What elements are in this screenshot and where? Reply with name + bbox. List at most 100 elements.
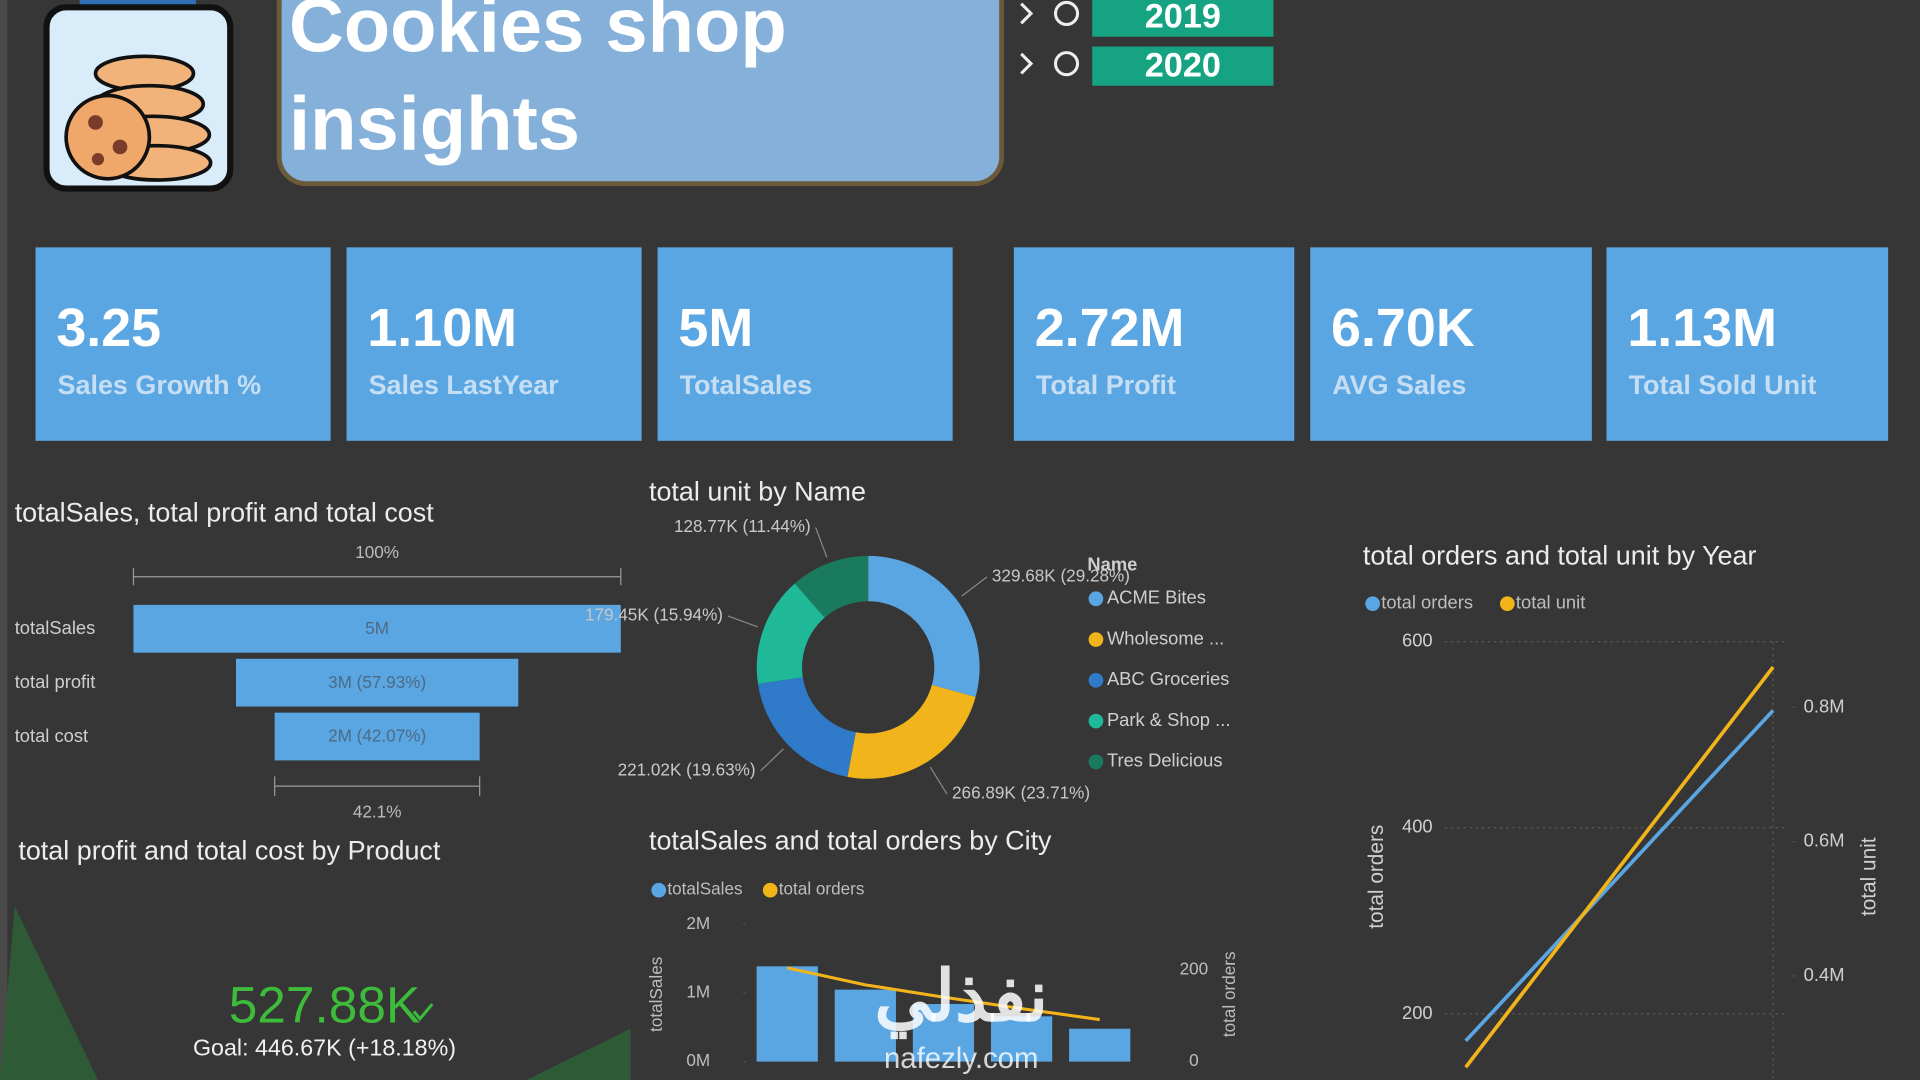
- legend-label: totalSales: [667, 879, 742, 899]
- kpi-value: 2.72M: [1035, 298, 1185, 358]
- kpi-card: [1606, 247, 1889, 441]
- card-goal: Goal: 446.67K (+18.18%): [193, 1035, 456, 1061]
- y2-tick-label: 200: [1180, 959, 1209, 979]
- legend-marker: [1500, 596, 1515, 612]
- bar: [834, 989, 896, 1062]
- category-label: total profit: [15, 671, 96, 692]
- legend-label: total orders: [779, 879, 865, 899]
- kpi-label: Total Sold Unit: [1629, 370, 1817, 400]
- legend-label: total orders: [1381, 592, 1473, 613]
- donut-slice: [794, 555, 869, 618]
- logo: [43, 0, 234, 192]
- kpi-value: 3.25: [56, 298, 161, 358]
- y-tick-label: 2M: [686, 913, 710, 933]
- legend-marker: [1088, 591, 1104, 607]
- kpi-label: Sales LastYear: [369, 370, 560, 400]
- annotation: 100%: [355, 542, 399, 562]
- legend-label: ACME Bites: [1107, 587, 1206, 608]
- value-label: 3M (57.93%): [328, 672, 426, 692]
- bar: [990, 1016, 1053, 1062]
- legend-label: Park & Shop ...: [1107, 709, 1230, 730]
- leader-line: [760, 748, 784, 772]
- kpi-label: Total Profit: [1036, 370, 1176, 400]
- title-container: Cookies shop insights: [288, 0, 787, 167]
- y2-axis-title: total unit: [1857, 837, 1880, 916]
- y2-tick-label: 0.6M: [1804, 830, 1845, 851]
- kpi-value: 5M: [678, 298, 753, 358]
- value-label: 5M: [365, 618, 389, 638]
- slicer-item[interactable]: [1092, 0, 1274, 37]
- value-label: 128.77K (11.44%): [674, 516, 811, 536]
- donut-slice: [847, 684, 976, 779]
- donut-slice: [868, 555, 980, 697]
- value-label: 221.02K (19.63%): [618, 759, 756, 779]
- leader-line: [815, 527, 828, 558]
- dashboard-title: Cookies shop insights: [288, 0, 787, 167]
- bar: [912, 1004, 975, 1062]
- slicer-item[interactable]: [1092, 46, 1274, 86]
- legend-label: total unit: [1516, 592, 1585, 613]
- y-axis-title: totalSales: [646, 957, 666, 1032]
- chart-title: totalSales, total profit and total cost: [15, 497, 435, 527]
- kpi-label: TotalSales: [680, 370, 813, 400]
- value-label: 266.89K (23.71%): [952, 783, 1090, 803]
- leader-line: [929, 766, 948, 795]
- y-tick-label: 1M: [686, 982, 710, 1002]
- series-line: [786, 966, 1100, 1022]
- legend-marker: [1088, 672, 1104, 688]
- y2-tick-label: 0: [1189, 1050, 1199, 1070]
- y2-tick-label: 0.4M: [1804, 964, 1845, 985]
- kpi-card: [1310, 247, 1592, 441]
- donut-slice: [756, 583, 825, 684]
- chart-title: total unit by Name: [649, 477, 866, 507]
- leader-line: [961, 576, 988, 597]
- kpi-value: 6.70K: [1331, 298, 1475, 358]
- funnel-bar: [133, 604, 621, 653]
- bracket: [132, 568, 622, 586]
- kpi-value: 1.13M: [1627, 298, 1777, 358]
- legend-marker: [1088, 713, 1104, 729]
- funnel-bar: [235, 658, 519, 707]
- kpi-card: [346, 247, 642, 441]
- bar: [756, 966, 818, 1062]
- y-tick-label: 0M: [686, 1050, 710, 1070]
- chart-title: totalSales and total orders by City: [649, 826, 1052, 856]
- y-tick-label: 600: [1402, 629, 1433, 650]
- kpi-card: [1013, 247, 1295, 441]
- kpi-value: 1.10M: [367, 298, 517, 358]
- legend-label: ABC Groceries: [1107, 668, 1229, 689]
- legend-title: Name: [1087, 554, 1137, 575]
- y-axis-title: total orders: [1365, 825, 1388, 929]
- watermark: nafezly.com: [884, 1042, 1039, 1075]
- kpi-card: [35, 247, 331, 441]
- series-line: [1464, 666, 1775, 1069]
- donut-slice: [757, 677, 856, 777]
- title-box: [276, 0, 1005, 187]
- y-tick-label: 400: [1402, 816, 1433, 837]
- annotation: 42.1%: [353, 802, 402, 822]
- leader-line: [727, 615, 759, 628]
- legend-marker: [651, 882, 667, 898]
- series-line: [1464, 709, 1775, 1043]
- y2-axis-title: total orders: [1219, 951, 1239, 1037]
- legend-marker: [762, 882, 778, 898]
- slicer-label: 2019: [1145, 0, 1221, 35]
- legend-label: Wholesome ...: [1107, 627, 1224, 648]
- y-tick-label: 200: [1402, 1002, 1433, 1023]
- legend-marker: [1088, 632, 1104, 647]
- slicer-label: 2020: [1145, 46, 1221, 84]
- chart-title: total orders and total unit by Year: [1363, 540, 1757, 570]
- watermark: نفذلي: [874, 957, 1048, 1039]
- slicer: [1020, 0, 1080, 77]
- y2-tick-label: 0.8M: [1804, 695, 1845, 716]
- category-label: total cost: [15, 725, 88, 746]
- legend-marker: [1365, 596, 1380, 612]
- kpi-card: [657, 247, 953, 441]
- value-label: 179.45K (15.94%): [585, 604, 723, 624]
- left-strip: [0, 0, 8, 1080]
- kpi-label: Sales Growth %: [58, 370, 262, 400]
- bracket: [274, 776, 481, 796]
- card-title: total profit and total cost by Product: [18, 835, 441, 865]
- bar: [1069, 1028, 1131, 1062]
